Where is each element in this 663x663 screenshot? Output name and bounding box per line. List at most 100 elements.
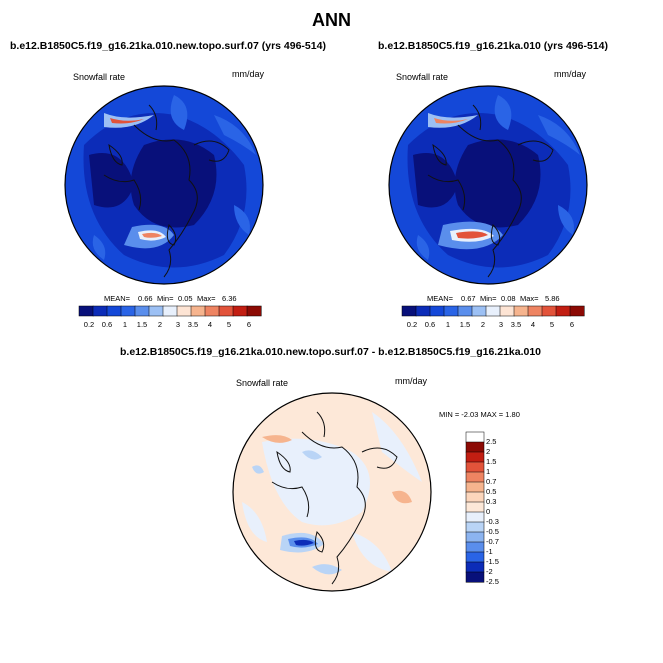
diff-polar-map	[232, 392, 432, 592]
left-tick: 4	[207, 320, 213, 329]
right-max-label: Max=	[520, 294, 539, 303]
left-tick: 0.2	[83, 320, 95, 329]
colorbar-swatch	[162, 305, 178, 317]
diff-variable-label: Snowfall rate	[236, 378, 289, 388]
left-tick: 3	[175, 320, 181, 329]
right-tick: 1.5	[459, 320, 471, 329]
figure-title: ANN	[312, 10, 351, 30]
right-colorbar	[401, 305, 585, 317]
colorbar-swatch	[465, 501, 485, 513]
diff-units-label: mm/day	[395, 376, 428, 386]
right-tick: 6	[569, 320, 575, 329]
colorbar-swatch	[555, 305, 571, 317]
colorbar-swatch	[465, 451, 485, 463]
colorbar-swatch	[415, 305, 431, 317]
colorbar-swatch	[401, 305, 417, 317]
left-colorbar	[78, 305, 262, 317]
left-min-label: Min=	[157, 294, 174, 303]
left-tick: 0.6	[101, 320, 113, 329]
diff-tick: -1.5	[486, 557, 499, 566]
left-tick: 2	[157, 320, 163, 329]
right-min-label: Min=	[480, 294, 497, 303]
right-mean-value: 0.67	[461, 294, 476, 303]
colorbar-swatch	[465, 551, 485, 563]
right-tick: 4	[530, 320, 536, 329]
colorbar-swatch	[465, 461, 485, 473]
colorbar-swatch	[204, 305, 220, 317]
colorbar-swatch	[78, 305, 94, 317]
colorbar-swatch	[465, 511, 485, 523]
diff-case-title: b.e12.B1850C5.f19_g16.21ka.010.new.topo.…	[120, 346, 542, 358]
colorbar-swatch	[465, 431, 485, 443]
diff-tick: -0.5	[486, 527, 499, 536]
right-colorbar-ticks: 0.2 0.6 1 1.5 2 3 3.5 4 5 6	[402, 320, 584, 332]
left-mean-value: 0.66	[138, 294, 153, 303]
colorbar-swatch	[457, 305, 473, 317]
colorbar-swatch	[465, 571, 485, 583]
right-units-label: mm/day	[554, 69, 587, 79]
right-tick: 3	[498, 320, 504, 329]
colorbar-swatch	[541, 305, 557, 317]
right-polar-map	[388, 85, 588, 285]
right-tick: 0.2	[406, 320, 418, 329]
left-polar-map	[64, 85, 264, 285]
right-tick: 5	[549, 320, 555, 329]
left-tick: 5	[226, 320, 232, 329]
right-tick: 3.5	[510, 320, 522, 329]
colorbar-swatch	[120, 305, 136, 317]
colorbar-swatch	[471, 305, 487, 317]
diff-tick: 1	[486, 467, 491, 476]
left-min-value: 0.05	[178, 294, 193, 303]
left-mean-label: MEAN=	[104, 294, 131, 303]
right-mean-label: MEAN=	[427, 294, 454, 303]
colorbar-swatch	[92, 305, 108, 317]
diff-tick: -0.3	[486, 517, 499, 526]
colorbar-swatch	[499, 305, 515, 317]
colorbar-swatch	[465, 471, 485, 483]
colorbar-swatch	[429, 305, 445, 317]
colorbar-swatch	[513, 305, 529, 317]
left-max-label: Max=	[197, 294, 216, 303]
left-variable-label: Snowfall rate	[73, 72, 126, 82]
diff-tick: -0.7	[486, 537, 499, 546]
diff-tick: -2.5	[486, 577, 499, 586]
colorbar-swatch	[485, 305, 501, 317]
colorbar-swatch	[232, 305, 248, 317]
right-max-value: 5.86	[545, 294, 560, 303]
colorbar-swatch	[246, 305, 262, 317]
colorbar-swatch	[190, 305, 206, 317]
right-tick: 0.6	[424, 320, 436, 329]
diff-tick: 0.5	[486, 487, 497, 496]
colorbar-swatch	[527, 305, 543, 317]
diff-minmax: MIN = -2.03 MAX = 1.80	[439, 410, 520, 419]
colorbar-swatch	[465, 531, 485, 543]
diff-tick: 1.5	[486, 457, 497, 466]
left-max-value: 6.36	[222, 294, 237, 303]
diff-tick: 2	[486, 447, 491, 456]
colorbar-swatch	[465, 541, 485, 553]
colorbar-swatch	[148, 305, 164, 317]
colorbar-swatch	[218, 305, 234, 317]
colorbar-swatch	[569, 305, 585, 317]
left-tick: 6	[246, 320, 252, 329]
right-tick: 2	[480, 320, 486, 329]
colorbar-swatch	[106, 305, 122, 317]
colorbar-swatch	[134, 305, 150, 317]
left-tick: 3.5	[187, 320, 199, 329]
diff-colorbar-ticks: 2.5 2 1.5 1 0.7 0.5 0.3 0 -0.3 -0.5 -0.7…	[486, 432, 516, 586]
left-tick: 1	[122, 320, 128, 329]
right-tick: 1	[445, 320, 451, 329]
colorbar-swatch	[465, 441, 485, 453]
colorbar-swatch	[465, 521, 485, 533]
left-case-title: b.e12.B1850C5.f19_g16.21ka.010.new.topo.…	[10, 40, 326, 52]
left-colorbar-ticks: 0.2 0.6 1 1.5 2 3 3.5 4 5 6	[79, 320, 261, 332]
colorbar-swatch	[465, 491, 485, 503]
diff-tick: 0.7	[486, 477, 497, 486]
diff-tick: 0.3	[486, 497, 497, 506]
diff-colorbar	[465, 431, 485, 583]
diff-tick: 0	[486, 507, 491, 516]
right-case-title: b.e12.B1850C5.f19_g16.21ka.010 (yrs 496-…	[378, 40, 608, 52]
colorbar-swatch	[465, 481, 485, 493]
diff-tick: -1	[486, 547, 493, 556]
diff-tick: -2	[486, 567, 493, 576]
